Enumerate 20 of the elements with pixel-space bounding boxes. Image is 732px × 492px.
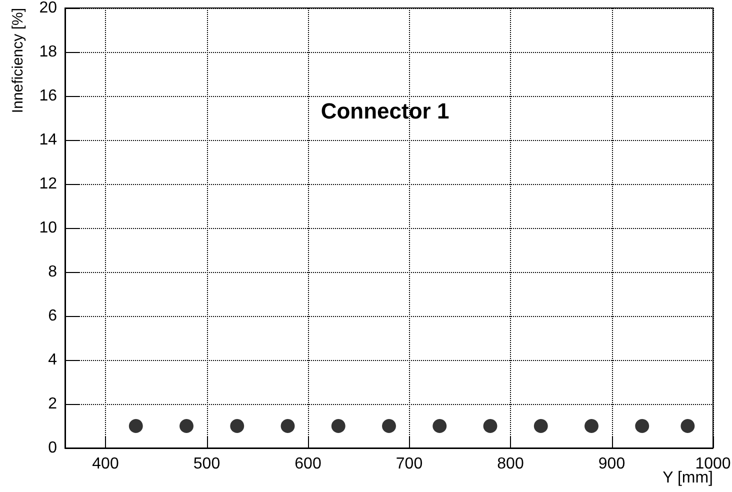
x-tick-label: 900 [598,456,626,472]
x-tick-label: 400 [92,456,119,472]
y-tick-label: 2 [48,396,58,412]
y-tick-label: 14 [39,132,58,148]
x-axis-title: Y [mm] [662,470,713,486]
y-tick-label: 16 [39,88,58,104]
text: Connector 1 [320,98,450,124]
y-tick-label: 0 [48,440,58,456]
y-tick-label: 8 [48,264,58,280]
y-tick-label: 20 [39,0,58,16]
x-tick-label: 600 [294,456,322,472]
y-tick-label: 6 [48,308,58,324]
x-tick-label: 700 [396,456,423,472]
x-tick-label: 800 [497,456,524,472]
y-tick-label: 10 [39,220,58,236]
y-axis-title: Inneficiency [%] [10,8,26,114]
y-tick-label: 4 [48,352,58,368]
y-tick-label: 18 [39,44,58,60]
x-tick-label: 500 [193,456,220,472]
y-tick-label: 12 [39,176,58,192]
